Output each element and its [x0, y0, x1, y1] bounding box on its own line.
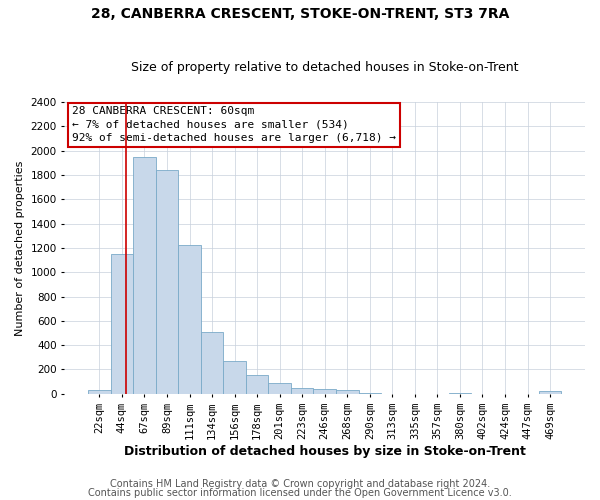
Text: Contains public sector information licensed under the Open Government Licence v3: Contains public sector information licen…	[88, 488, 512, 498]
X-axis label: Distribution of detached houses by size in Stoke-on-Trent: Distribution of detached houses by size …	[124, 444, 526, 458]
Bar	[359, 392, 381, 394]
Bar	[88, 390, 110, 394]
Text: 28, CANBERRA CRESCENT, STOKE-ON-TRENT, ST3 7RA: 28, CANBERRA CRESCENT, STOKE-ON-TRENT, S…	[91, 8, 509, 22]
Bar	[336, 390, 359, 394]
Bar	[133, 157, 156, 394]
Bar	[178, 246, 201, 394]
Bar	[223, 361, 246, 394]
Y-axis label: Number of detached properties: Number of detached properties	[15, 160, 25, 336]
Bar	[268, 383, 291, 394]
Text: 28 CANBERRA CRESCENT: 60sqm
← 7% of detached houses are smaller (534)
92% of sem: 28 CANBERRA CRESCENT: 60sqm ← 7% of deta…	[72, 106, 396, 143]
Text: Contains HM Land Registry data © Crown copyright and database right 2024.: Contains HM Land Registry data © Crown c…	[110, 479, 490, 489]
Bar	[246, 375, 268, 394]
Bar	[539, 392, 562, 394]
Bar	[313, 389, 336, 394]
Title: Size of property relative to detached houses in Stoke-on-Trent: Size of property relative to detached ho…	[131, 62, 518, 74]
Bar	[201, 332, 223, 394]
Bar	[110, 254, 133, 394]
Bar	[156, 170, 178, 394]
Bar	[449, 392, 471, 394]
Bar	[291, 388, 313, 394]
